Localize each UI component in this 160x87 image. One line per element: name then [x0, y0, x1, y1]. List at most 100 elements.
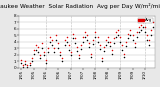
Point	[39, 57, 41, 59]
Point	[47, 48, 49, 49]
Point	[34, 49, 37, 50]
Point	[28, 62, 31, 63]
Point	[78, 54, 80, 56]
Point	[22, 66, 25, 67]
Point	[102, 50, 105, 52]
Point	[88, 46, 91, 48]
Point	[74, 38, 76, 39]
Point	[146, 35, 148, 36]
Point	[117, 35, 119, 36]
Point	[127, 33, 130, 35]
Point	[131, 35, 134, 36]
Point	[82, 41, 84, 42]
Point	[30, 61, 33, 62]
Point	[96, 36, 99, 37]
Point	[20, 62, 23, 63]
Point	[65, 36, 68, 37]
Point	[133, 46, 136, 48]
Point	[30, 57, 33, 59]
Point	[51, 44, 53, 46]
Point	[43, 54, 45, 56]
Point	[115, 31, 117, 33]
Point	[88, 42, 91, 44]
Point	[121, 49, 124, 50]
Point	[45, 59, 47, 61]
Point	[123, 56, 126, 58]
Point	[113, 38, 115, 39]
Point	[55, 40, 58, 41]
Point	[59, 54, 62, 56]
Point	[121, 44, 124, 46]
Point	[36, 51, 39, 52]
Point	[131, 40, 134, 41]
Point	[69, 51, 72, 52]
Point	[72, 38, 74, 39]
Point	[148, 44, 150, 46]
Point	[22, 64, 25, 65]
Point	[140, 25, 142, 26]
Point	[111, 53, 113, 54]
Point	[69, 54, 72, 56]
Point	[47, 52, 49, 53]
Point	[86, 35, 88, 36]
Point	[49, 41, 51, 42]
Point	[117, 29, 119, 31]
Point	[107, 41, 109, 42]
Point	[65, 41, 68, 42]
Point	[84, 36, 86, 37]
Point	[36, 46, 39, 48]
Point	[104, 44, 107, 46]
Point	[137, 27, 140, 28]
Point	[94, 36, 97, 37]
Point	[26, 65, 29, 66]
Point	[148, 40, 150, 41]
Point	[90, 53, 93, 54]
Point	[72, 33, 74, 35]
Point	[41, 48, 43, 49]
Point	[94, 31, 97, 33]
Point	[129, 35, 132, 36]
Point	[32, 49, 35, 50]
Point	[24, 61, 27, 62]
Point	[82, 36, 84, 37]
Point	[86, 40, 88, 41]
Point	[20, 59, 23, 61]
Point	[63, 40, 66, 41]
Point	[26, 67, 29, 68]
Point	[61, 57, 64, 59]
Point	[55, 35, 58, 36]
Point	[76, 50, 78, 52]
Point	[43, 51, 45, 52]
Point	[41, 42, 43, 44]
Point	[146, 40, 148, 41]
Point	[152, 21, 154, 23]
Point	[98, 48, 101, 50]
Point	[150, 29, 152, 31]
Point	[80, 48, 82, 50]
Point	[127, 38, 130, 39]
Point	[135, 36, 138, 37]
Point	[142, 27, 144, 28]
Point	[57, 42, 60, 44]
Point	[63, 44, 66, 46]
Point	[140, 29, 142, 31]
Point	[57, 48, 60, 49]
Point	[34, 44, 37, 46]
Point	[119, 41, 121, 42]
Point	[144, 27, 146, 28]
Point	[61, 61, 64, 62]
Point	[137, 31, 140, 33]
Point	[144, 31, 146, 33]
Point	[45, 62, 47, 63]
Point	[96, 41, 99, 42]
Point	[59, 51, 62, 52]
Point	[49, 36, 51, 37]
Point	[102, 46, 105, 48]
Point	[53, 52, 56, 53]
Point	[92, 44, 95, 45]
Point	[119, 36, 121, 37]
Point	[32, 53, 35, 54]
Point	[142, 21, 144, 23]
Point	[39, 54, 41, 56]
Point	[133, 42, 136, 44]
